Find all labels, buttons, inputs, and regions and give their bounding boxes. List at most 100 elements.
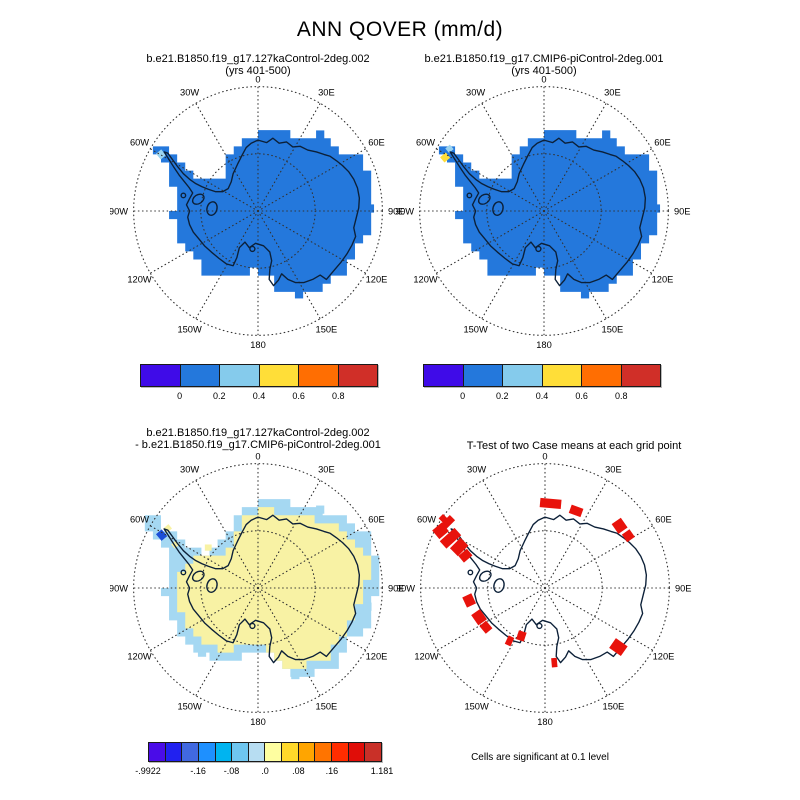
colorbar-mean-left: 0 0.2 0.4 0.6 0.8 (140, 364, 378, 403)
significant-cell (609, 638, 628, 657)
colorbar-cells (423, 364, 661, 387)
lat-lon-grid (419, 86, 669, 336)
significant-cell (439, 527, 462, 549)
colorbar-cell (424, 365, 463, 386)
anomaly-cell (155, 529, 168, 541)
significant-cell (432, 522, 449, 540)
diff-coastal-cell (363, 602, 372, 611)
compass-label: 0 (542, 451, 547, 461)
coastline (163, 137, 361, 287)
compass-label: 60E (368, 515, 385, 525)
panel-title-line: (yrs 401-500) (225, 64, 291, 77)
colorbar-tick-labels: 0 0.2 0.4 0.6 0.8 (140, 391, 378, 403)
colorbar-tick-label: 0.2 (213, 391, 226, 401)
significant-cell (449, 537, 469, 557)
significant-cell (551, 657, 558, 668)
compass-label: 90E (388, 583, 405, 593)
compass-label: 180 (537, 717, 553, 727)
colorbar-tick-label: 1.181 (370, 766, 394, 776)
compass-label: 180 (250, 340, 266, 350)
significant-cell (516, 630, 527, 642)
compass-label: 120E (366, 652, 388, 662)
colorbar-mean-right: 0 0.2 0.4 0.6 0.8 (423, 364, 661, 403)
significant-cell (462, 593, 477, 608)
compass-label: 90W (110, 583, 128, 593)
compass-label: 90E (674, 206, 691, 216)
colorbar-cell (264, 743, 282, 761)
compass-label: 60E (368, 138, 385, 148)
compass-label: 150W (177, 325, 202, 335)
colorbar-cells (148, 742, 382, 762)
compass-label: 180 (536, 340, 552, 350)
compass-label: 90E (388, 206, 405, 216)
compass-label: 150W (464, 702, 489, 712)
colorbar-cell (298, 365, 338, 386)
significant-cell (539, 497, 562, 509)
data-cell (316, 130, 325, 139)
colorbar-tick-label: 0 (460, 391, 466, 401)
colorbar-tick-label: 0.4 (252, 391, 266, 401)
compass-label: 30W (180, 465, 199, 475)
compass-label: 120W (127, 652, 152, 662)
compass-label: 180 (250, 717, 266, 727)
compass-label: 90W (397, 583, 415, 593)
compass-label: 30W (180, 88, 199, 98)
colorbar-tick-label: .16 (325, 766, 339, 776)
compass-label: 120E (653, 652, 675, 662)
lat-lon-grid (420, 463, 670, 713)
lat-lon-grid (133, 86, 383, 336)
compass-label: 120W (414, 652, 439, 662)
map-difference: 0 30E 60E 90E 120E 150E 180 150W 120W 90W 60W 30W (110, 451, 405, 727)
panel-title-top-left: b.e21.B1850.f19_g17.127kaControl-2deg.00… (108, 53, 408, 77)
significant-cell (471, 609, 487, 626)
compass-label: 120E (652, 275, 674, 285)
map-picontrol: 0 30E 60E 90E 120E 150E 180 150W 120W 90W 60W 30W (396, 74, 691, 350)
compass-label: 120W (127, 275, 152, 285)
compass-label: 30E (318, 465, 335, 475)
compass-label: 120E (366, 275, 388, 285)
colorbar-cell (314, 743, 332, 761)
panel-title-line: b.e21.B1850.f19_g17.127kaControl-2deg.00… (146, 427, 370, 439)
diff-coastal-cell (316, 505, 325, 514)
panel-title-top-right: b.e21.B1850.f19_g17.CMIP6-piControl-2deg… (394, 53, 694, 77)
colorbar-cell (141, 365, 180, 386)
figure-title: ANN QOVER (mm/d) (296, 18, 504, 41)
colorbar-cell (297, 743, 315, 761)
anomaly-cell (445, 144, 454, 154)
compass-label: 60E (655, 515, 672, 525)
colorbar-cell (214, 743, 232, 761)
anomaly-cell (155, 149, 167, 160)
colorbar-diff: -.9922 -.16 -.08 .0 .08 .16 1.181 (135, 742, 393, 778)
compass-label: 30W (467, 465, 486, 475)
compass-label: 0 (255, 74, 260, 84)
significant-cell (504, 635, 515, 647)
compass-label: 30W (466, 88, 485, 98)
compass-label: 120W (413, 275, 438, 285)
compass-label: 60W (417, 515, 436, 525)
compass-label: 30E (604, 88, 621, 98)
compass-label: 150E (602, 325, 624, 335)
anomaly-cell (204, 544, 212, 551)
panel-title-line: T-Test of two Case means at each grid po… (466, 440, 682, 452)
panel-title-line: b.e21.B1850.f19_g17.127kaControl-2deg.00… (146, 53, 370, 65)
colorbar-cells (140, 364, 378, 387)
compass-label: 150E (603, 702, 625, 712)
panel-title-bottom-right: T-Test of two Case means at each grid po… (424, 440, 724, 453)
colorbar-cell (197, 743, 215, 761)
compass-label: 60E (654, 138, 671, 148)
colorbar-cell (364, 743, 381, 761)
compass-label: 90E (675, 583, 692, 593)
colorbar-cell (462, 365, 502, 386)
panel-title-line: (yrs 401-500) (511, 64, 577, 77)
significant-cell (479, 620, 493, 634)
compass-label: 30E (318, 88, 335, 98)
colorbar-cell (164, 743, 182, 761)
colorbar-tick-label: 0.2 (496, 391, 509, 401)
compass-label: 0 (255, 451, 260, 461)
map-127ka-control: 0 30E 60E 90E 120E 150E 180 150W 120W 90W 60W 30W (110, 74, 405, 350)
compass-label: 60W (130, 138, 149, 148)
colorbar-cell (219, 365, 259, 386)
colorbar-tick-label: -.08 (223, 766, 240, 776)
colorbar-tick-label: 0.8 (332, 391, 345, 401)
